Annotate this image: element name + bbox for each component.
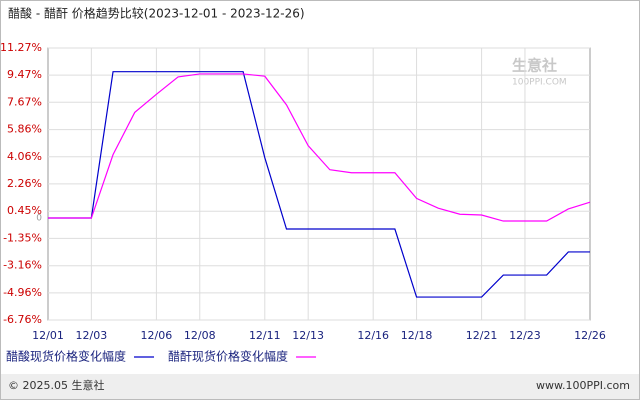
footer-band (1, 374, 639, 399)
y-tick-label: -6.76% (3, 313, 42, 326)
x-tick-label: 12/23 (509, 329, 541, 342)
x-tick-label: 12/03 (76, 329, 108, 342)
watermark: 生意社 (512, 57, 557, 75)
y-tick-label: 4.06% (7, 150, 42, 163)
y-tick-label: -4.96% (3, 286, 42, 299)
y-tick-label: 2.26% (7, 177, 42, 190)
zero-label: 0 (36, 214, 42, 224)
y-tick-label: 9.47% (7, 68, 42, 81)
x-tick-label: 12/11 (249, 329, 281, 342)
x-tick-label: 12/26 (574, 329, 606, 342)
x-tick-label: 12/08 (184, 329, 216, 342)
x-tick-label: 12/16 (357, 329, 389, 342)
chart-title: 醋酸 - 醋酐 价格趋势比较(2023-12-01 - 2023-12-26) (8, 6, 305, 21)
watermark-sub: 100PPI.COM (512, 78, 567, 88)
y-tick-label: 5.86% (7, 123, 42, 136)
y-tick-label: -3.16% (3, 259, 42, 272)
legend-label: 醋酐现货价格变化幅度 (168, 349, 288, 364)
legend-label: 醋酸现货价格变化幅度 (6, 349, 126, 364)
series-line (48, 73, 591, 222)
y-tick-label: 7.67% (7, 95, 42, 108)
x-tick-label: 12/21 (466, 329, 498, 342)
x-tick-label: 12/13 (292, 329, 324, 342)
x-tick-label: 12/06 (141, 329, 173, 342)
x-tick-label: 12/18 (401, 329, 433, 342)
footer-left: © 2025.05 生意社 (8, 378, 104, 392)
series-line (48, 71, 590, 298)
footer-right: www.100PPI.com (536, 379, 630, 392)
y-tick-label: -1.35% (3, 231, 42, 244)
y-tick-label: 11.27% (0, 41, 42, 54)
y-tick-label: 0.45% (7, 204, 42, 217)
x-tick-label: 12/01 (32, 329, 64, 342)
